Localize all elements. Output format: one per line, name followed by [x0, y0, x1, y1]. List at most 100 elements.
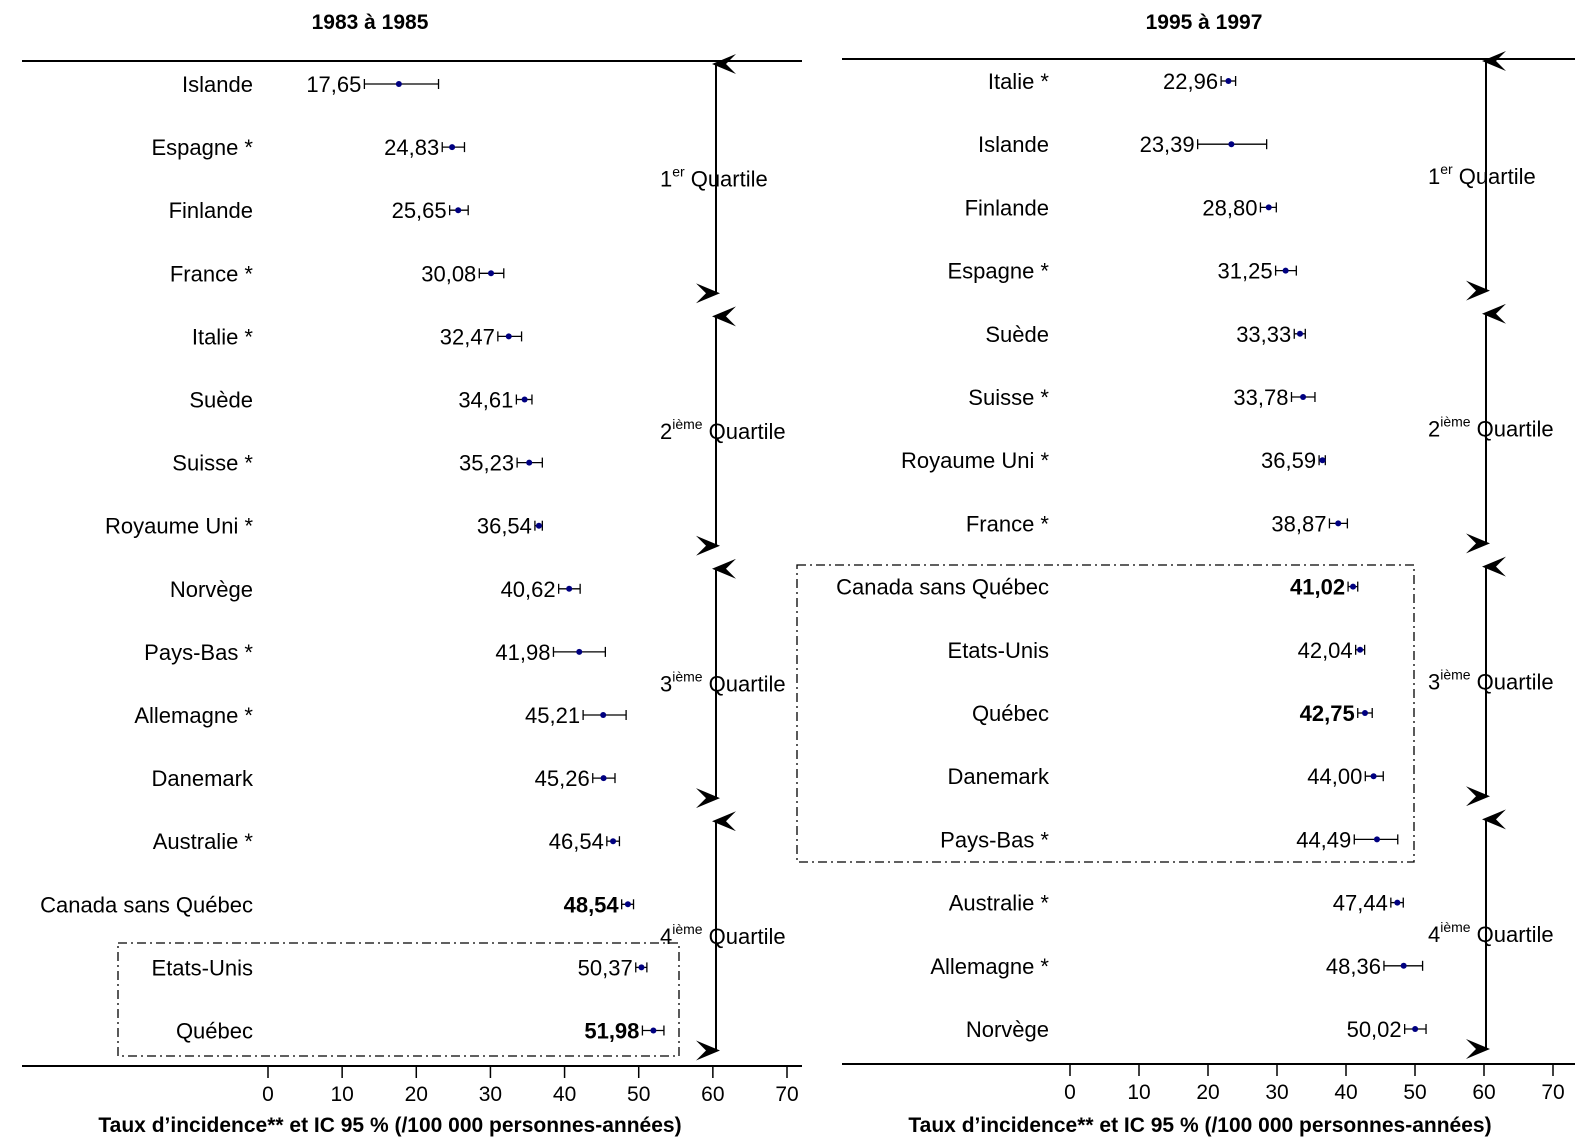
country-label: Pays-Bas *: [144, 640, 253, 665]
point-marker: [1228, 141, 1235, 148]
x-tick-label: 40: [553, 1083, 576, 1106]
country-label: Canada sans Québec: [40, 892, 253, 917]
quartile-word: Quartile: [1477, 669, 1554, 694]
table-row: Allemagne * 45,21: [134, 703, 627, 728]
country-label: Suède: [985, 322, 1049, 347]
quartile-word: Quartile: [1477, 922, 1554, 947]
country-label: Royaume Uni *: [105, 514, 253, 539]
country-label: France *: [170, 261, 254, 286]
point-marker: [624, 901, 631, 908]
table-row: Italie * 32,47: [192, 324, 523, 349]
value-label: 32,47: [440, 324, 495, 349]
point-marker: [455, 207, 462, 214]
x-tick-label: 70: [1541, 1081, 1564, 1104]
table-row: Islande 23,39: [978, 132, 1268, 157]
x-tick-label: 10: [330, 1083, 353, 1106]
quartile-number: 4: [1428, 922, 1440, 947]
point-marker: [1282, 267, 1289, 274]
country-label: Danemark: [152, 766, 254, 791]
value-label: 47,44: [1333, 891, 1388, 916]
value-label: 48,54: [564, 892, 620, 917]
table-row: Suède 33,33: [985, 322, 1306, 347]
value-label: 45,21: [525, 703, 580, 728]
point-marker: [600, 712, 607, 718]
value-label: 42,75: [1300, 701, 1355, 726]
country-label: Islande: [978, 132, 1049, 157]
quartile-number: 2: [1428, 417, 1440, 442]
quartile-number: 4: [660, 924, 672, 949]
point-marker: [610, 838, 617, 845]
value-label: 31,25: [1218, 259, 1273, 284]
point-marker: [505, 333, 512, 340]
point-marker: [566, 585, 573, 592]
value-label: 50,37: [578, 955, 633, 980]
country-label: Espagne *: [947, 259, 1049, 284]
table-row: Québec 42,75: [972, 701, 1373, 726]
value-label: 36,54: [477, 514, 532, 539]
point-marker: [1394, 899, 1401, 906]
table-row: Norvège 40,62: [170, 577, 581, 602]
panel-title: 1983 à 1985: [312, 11, 429, 34]
quartile-number: 3: [660, 671, 672, 696]
point-marker: [650, 1027, 657, 1034]
x-axis-label: Taux d’incidence** et IC 95 % (/100 000 …: [908, 1114, 1491, 1137]
value-label: 33,33: [1236, 322, 1291, 347]
country-label: France *: [966, 511, 1050, 536]
point-marker: [600, 775, 607, 782]
x-tick-label: 30: [479, 1083, 502, 1106]
point-marker: [526, 459, 533, 466]
country-label: Italie *: [988, 69, 1050, 94]
quartile-word: Quartile: [709, 924, 786, 949]
table-row: Québec 51,98: [176, 1019, 665, 1044]
point-marker: [576, 648, 583, 655]
table-row: Royaume Uni * 36,54: [105, 514, 543, 539]
table-row: Allemagne * 48,36: [930, 954, 1424, 979]
point-marker: [1361, 710, 1368, 716]
country-label: Danemark: [948, 764, 1050, 789]
country-label: Finlande: [169, 198, 253, 223]
quartile-word: Quartile: [709, 419, 786, 444]
x-tick-label: 0: [1064, 1081, 1076, 1104]
value-label: 34,61: [458, 388, 513, 413]
point-marker: [535, 522, 542, 529]
quartile-superscript: ième: [672, 921, 703, 937]
table-row: Suisse * 35,23: [172, 451, 543, 476]
table-row: Etats-Unis 50,37: [152, 955, 648, 980]
value-label: 33,78: [1233, 385, 1288, 410]
value-label: 41,98: [495, 640, 550, 665]
point-marker: [395, 81, 402, 87]
table-row: France * 30,08: [170, 261, 505, 286]
quartile-word: Quartile: [1459, 164, 1536, 189]
quartile-label: 2ième Quartile: [660, 416, 786, 444]
point-marker: [488, 270, 495, 277]
point-marker: [1357, 646, 1364, 653]
table-row: Danemark 44,00: [948, 764, 1384, 789]
table-row: Pays-Bas * 41,98: [144, 640, 606, 665]
quartile-word: Quartile: [691, 167, 768, 192]
country-label: Pays-Bas *: [940, 827, 1049, 852]
quartile-superscript: er: [1440, 161, 1453, 177]
value-label: 22,96: [1163, 69, 1218, 94]
table-row: Finlande 25,65: [169, 198, 469, 223]
quartile-superscript: ième: [1440, 666, 1471, 682]
x-tick-label: 60: [1472, 1081, 1495, 1104]
point-marker: [1370, 773, 1377, 780]
value-label: 48,36: [1326, 954, 1381, 979]
country-label: Etats-Unis: [152, 955, 253, 980]
point-marker: [1296, 330, 1303, 337]
quartile-number: 3: [1428, 669, 1440, 694]
quartile-number: 2: [660, 419, 672, 444]
x-tick-label: 0: [262, 1083, 274, 1106]
country-label: Norvège: [170, 577, 253, 602]
table-row: Etats-Unis 42,04: [948, 638, 1366, 663]
value-label: 24,83: [384, 135, 439, 160]
x-tick-label: 60: [701, 1083, 724, 1106]
quartile-superscript: ième: [1440, 919, 1471, 935]
country-label: Québec: [176, 1019, 253, 1044]
value-label: 40,62: [501, 577, 556, 602]
x-tick-label: 50: [627, 1083, 650, 1106]
country-label: Allemagne *: [134, 703, 253, 728]
table-row: Islande 17,65: [182, 72, 440, 97]
highlight-box: [796, 564, 1415, 863]
